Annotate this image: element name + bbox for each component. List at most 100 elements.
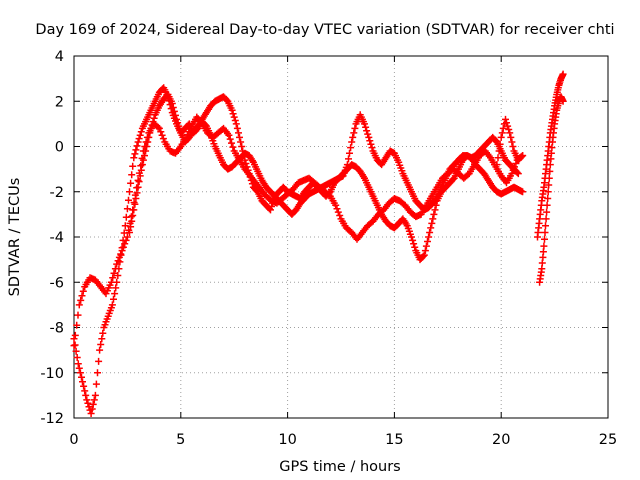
- data-point: [421, 247, 429, 255]
- data-point: [115, 253, 123, 261]
- data-point: [363, 127, 371, 135]
- data-point: [542, 222, 549, 230]
- data-point: [367, 140, 375, 148]
- data-point: [366, 137, 374, 145]
- data-point: [348, 138, 356, 146]
- data-point: [364, 130, 372, 138]
- data-point: [332, 201, 340, 209]
- data-point: [142, 147, 150, 155]
- data-point: [362, 123, 370, 131]
- data-point: [110, 269, 118, 277]
- data-point: [78, 292, 86, 300]
- data-point: [503, 119, 510, 127]
- data-point: [505, 126, 513, 133]
- data-point: [158, 131, 166, 139]
- data-point: [176, 126, 184, 133]
- data-point: [509, 143, 517, 150]
- data-point: [73, 354, 81, 361]
- data-point: [513, 169, 521, 176]
- data-point: [133, 142, 141, 150]
- data-point: [88, 405, 96, 413]
- data-point: [426, 229, 434, 236]
- data-point: [543, 208, 551, 216]
- data-point: [109, 274, 117, 282]
- data-point: [346, 149, 353, 157]
- data-point: [87, 410, 95, 417]
- data-point: [507, 133, 515, 141]
- data-point: [121, 222, 129, 230]
- data-point: [134, 138, 142, 146]
- data-point: [99, 329, 107, 337]
- data-point: [73, 321, 81, 329]
- data-point: [504, 122, 512, 130]
- data-point: [229, 143, 237, 151]
- data-point: [493, 161, 501, 169]
- data-point: [127, 223, 135, 231]
- data-point: [506, 129, 514, 137]
- data-point: [134, 176, 142, 184]
- data-point: [545, 181, 553, 189]
- data-point: [94, 369, 101, 377]
- data-point: [226, 135, 234, 143]
- data-point: [129, 162, 137, 170]
- data-point: [144, 138, 152, 146]
- data-point: [345, 155, 352, 163]
- data-point: [131, 200, 139, 208]
- data-point: [428, 219, 436, 227]
- data-point: [132, 195, 140, 202]
- data-point: [75, 364, 83, 372]
- data-point: [498, 129, 506, 137]
- data-point: [98, 335, 106, 343]
- grid: [74, 56, 608, 418]
- data-point: [138, 161, 146, 169]
- data-point: [123, 233, 131, 241]
- data-point: [76, 369, 84, 377]
- data-point: [230, 113, 238, 121]
- data-point: [132, 146, 140, 154]
- data-point: [135, 135, 143, 143]
- data-point: [119, 243, 127, 251]
- data-point: [232, 120, 240, 128]
- data-point: [77, 296, 85, 304]
- y-tick-label: 4: [55, 49, 64, 65]
- data-point: [74, 360, 82, 368]
- data-point: [169, 104, 177, 111]
- data-point: [540, 242, 548, 250]
- data-point: [136, 172, 144, 180]
- data-point: [334, 208, 342, 216]
- data-point: [233, 124, 241, 132]
- data-point: [110, 295, 117, 303]
- data-point: [361, 120, 368, 128]
- data-point: [495, 147, 503, 155]
- data-point: [83, 396, 91, 404]
- data-point: [422, 242, 430, 250]
- data-point: [518, 153, 525, 161]
- data-series: [70, 84, 527, 417]
- data-point: [146, 129, 154, 137]
- data-point: [154, 123, 162, 131]
- y-tick-label: -2: [50, 185, 64, 201]
- x-tick-label: 20: [492, 432, 510, 448]
- data-point: [508, 138, 516, 146]
- data-point: [419, 252, 427, 260]
- data-point: [130, 206, 138, 214]
- data-point: [157, 128, 165, 136]
- data-point: [74, 311, 82, 319]
- data-point: [175, 122, 183, 130]
- y-tick-label: -8: [50, 321, 64, 337]
- data-point: [95, 357, 103, 365]
- data-point: [136, 131, 144, 139]
- data-point: [336, 212, 344, 219]
- data-point: [159, 135, 167, 143]
- data-point: [111, 265, 119, 273]
- data-point: [70, 342, 78, 350]
- data-point: [137, 166, 145, 174]
- data-point: [170, 107, 178, 115]
- data-point: [225, 131, 233, 139]
- data-point: [127, 179, 135, 187]
- y-tick-label: -10: [40, 366, 64, 382]
- data-point: [519, 152, 527, 160]
- data-point: [107, 278, 115, 286]
- data-point: [237, 138, 245, 146]
- data-point: [431, 206, 439, 214]
